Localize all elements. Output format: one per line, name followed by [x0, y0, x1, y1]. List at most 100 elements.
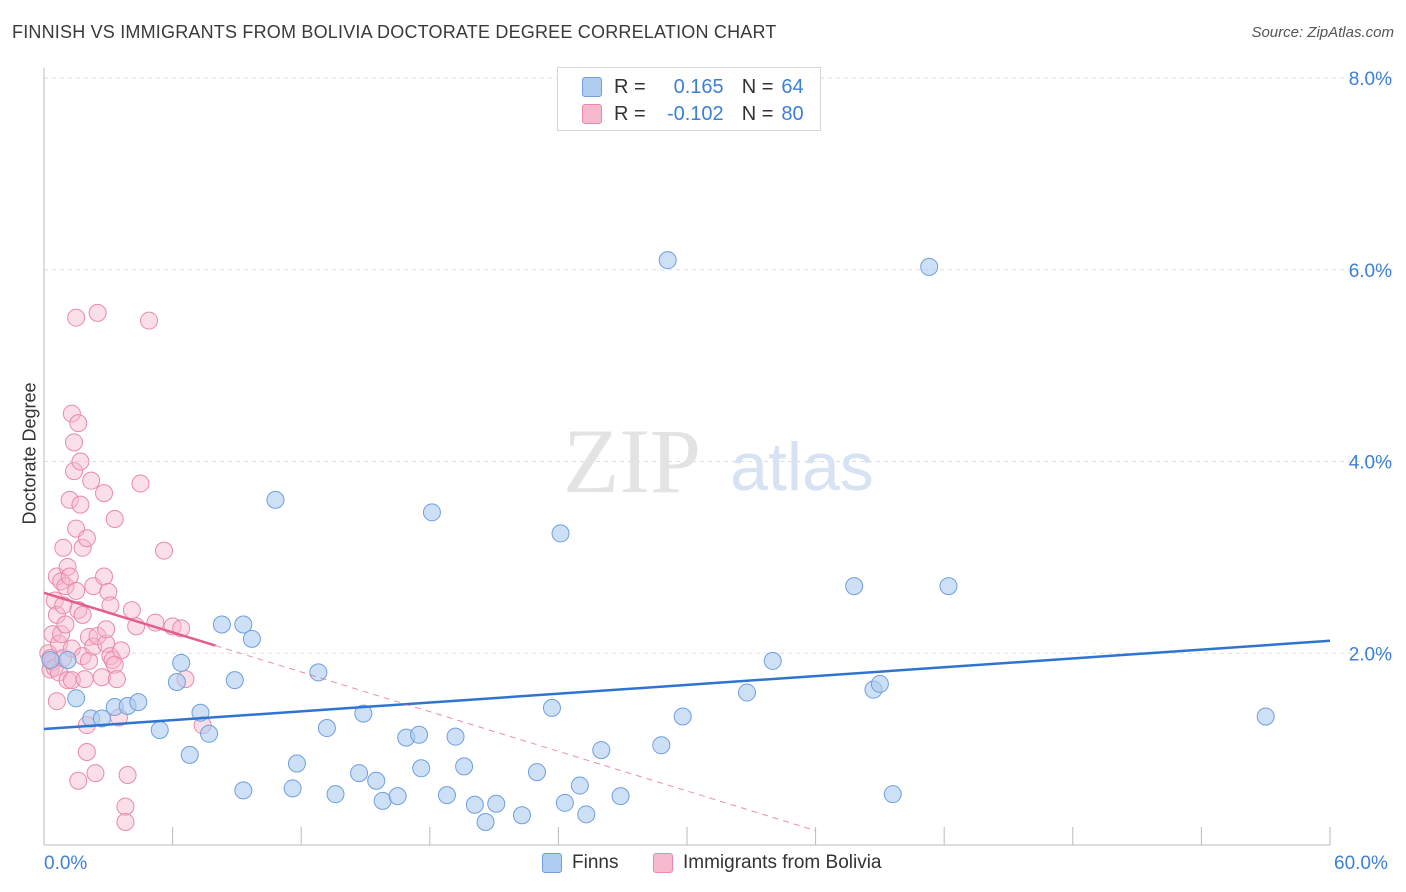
- bolivia-point: [73, 605, 92, 624]
- finns-point: [317, 719, 336, 738]
- bolivia-point: [52, 625, 71, 644]
- bolivia-point: [99, 582, 118, 601]
- finns-point: [172, 653, 191, 672]
- finns-point: [129, 693, 148, 712]
- bolivia-point: [77, 743, 96, 762]
- finns-point: [200, 724, 219, 743]
- finns-point: [611, 787, 630, 806]
- finns-point: [422, 503, 441, 522]
- bolivia-swatch: [582, 104, 602, 124]
- bolivia-point: [56, 615, 75, 634]
- finns-point: [939, 577, 958, 596]
- bottom-legend-finns[interactable]: Finns: [542, 852, 618, 874]
- finns-point: [242, 629, 261, 648]
- finns-swatch: [582, 77, 602, 97]
- series-finns-points: [41, 251, 1275, 831]
- finns-point: [512, 806, 531, 825]
- bolivia-point: [122, 601, 141, 620]
- bolivia-point: [95, 484, 114, 503]
- finns-point: [266, 490, 285, 509]
- bolivia-point: [86, 764, 105, 783]
- finns-point: [225, 671, 244, 690]
- finns-point: [551, 524, 570, 543]
- bolivia-point: [56, 577, 75, 596]
- bolivia-point: [140, 311, 159, 330]
- bolivia-point: [71, 495, 90, 514]
- finns-r-label: R =: [614, 75, 646, 98]
- y-tick-label: 6.0%: [1349, 261, 1392, 282]
- bolivia-point: [77, 529, 96, 548]
- finns-point: [92, 709, 111, 728]
- finns-point: [465, 795, 484, 814]
- bolivia-point: [60, 490, 79, 509]
- watermark-zip: ZIP: [563, 410, 701, 512]
- bolivia-point: [155, 541, 174, 560]
- y-tick-label: 2.0%: [1349, 644, 1392, 665]
- bolivia-point: [116, 812, 135, 831]
- finns-point: [167, 673, 186, 692]
- finns-point: [738, 683, 757, 702]
- finns-point: [41, 650, 60, 669]
- bolivia-point: [105, 510, 124, 529]
- axes: [43, 68, 1331, 846]
- finns-point: [577, 805, 596, 824]
- bolivia-point: [65, 462, 84, 481]
- finns-point: [412, 759, 431, 778]
- x-tick-max: 60.0%: [1334, 853, 1388, 874]
- finns-n-value: 64: [781, 75, 804, 98]
- finns-point: [354, 704, 373, 723]
- bolivia-trend-line: [43, 591, 216, 647]
- finns-point: [652, 736, 671, 755]
- finns-point: [883, 785, 902, 804]
- y-axis-title: Doctorate Degree: [19, 382, 40, 525]
- finns-point: [487, 794, 506, 813]
- bolivia-point: [88, 303, 107, 322]
- watermark-atlas: atlas: [730, 429, 874, 505]
- finns-point: [845, 577, 864, 596]
- finns-point: [542, 698, 561, 717]
- watermark: ZIP atlas: [563, 410, 874, 512]
- finns-point: [350, 764, 369, 783]
- source-credit: Source: ZipAtlas.com: [1251, 24, 1394, 41]
- bolivia-legend-label: Immigrants from Bolivia: [683, 852, 882, 873]
- legend-row-bolivia: R = -0.102 N = 80: [582, 101, 804, 127]
- bolivia-point: [112, 641, 131, 660]
- bolivia-point: [67, 581, 86, 600]
- bolivia-n-value: 80: [781, 102, 804, 125]
- bolivia-point: [95, 567, 114, 586]
- finns-point: [527, 763, 546, 782]
- bolivia-point: [69, 771, 88, 790]
- finns-point: [870, 674, 889, 693]
- finns-point: [920, 257, 939, 276]
- bolivia-point: [65, 433, 84, 452]
- finns-point: [673, 707, 692, 726]
- bolivia-point: [47, 692, 66, 711]
- bolivia-point: [62, 671, 81, 690]
- finns-point: [476, 812, 495, 831]
- finns-point: [212, 615, 231, 634]
- finns-point: [437, 786, 456, 805]
- bolivia-point: [71, 452, 90, 471]
- y-tick-labels: 2.0% 4.0% 6.0% 8.0%: [1349, 69, 1392, 665]
- finns-point: [283, 779, 302, 798]
- bolivia-point: [107, 670, 126, 689]
- bolivia-point: [82, 471, 101, 490]
- bolivia-r-value: -0.102: [666, 102, 724, 125]
- finns-n-label: N =: [741, 75, 774, 98]
- finns-point: [67, 689, 86, 708]
- finns-point: [373, 791, 392, 810]
- finns-point: [58, 650, 77, 669]
- bottom-legend-bolivia[interactable]: Immigrants from Bolivia: [653, 852, 882, 874]
- bolivia-point: [131, 474, 150, 493]
- finns-point: [180, 745, 199, 764]
- finns-point: [658, 251, 677, 270]
- finns-point: [367, 771, 386, 790]
- bolivia-point: [69, 414, 88, 433]
- grid-lines: [44, 77, 1392, 654]
- bolivia-point: [62, 404, 81, 423]
- bolivia-point: [67, 308, 86, 327]
- bolivia-trend-extension: [215, 645, 816, 832]
- finns-trend-line: [43, 639, 1331, 731]
- chart-title: FINNISH VS IMMIGRANTS FROM BOLIVIA DOCTO…: [12, 22, 777, 42]
